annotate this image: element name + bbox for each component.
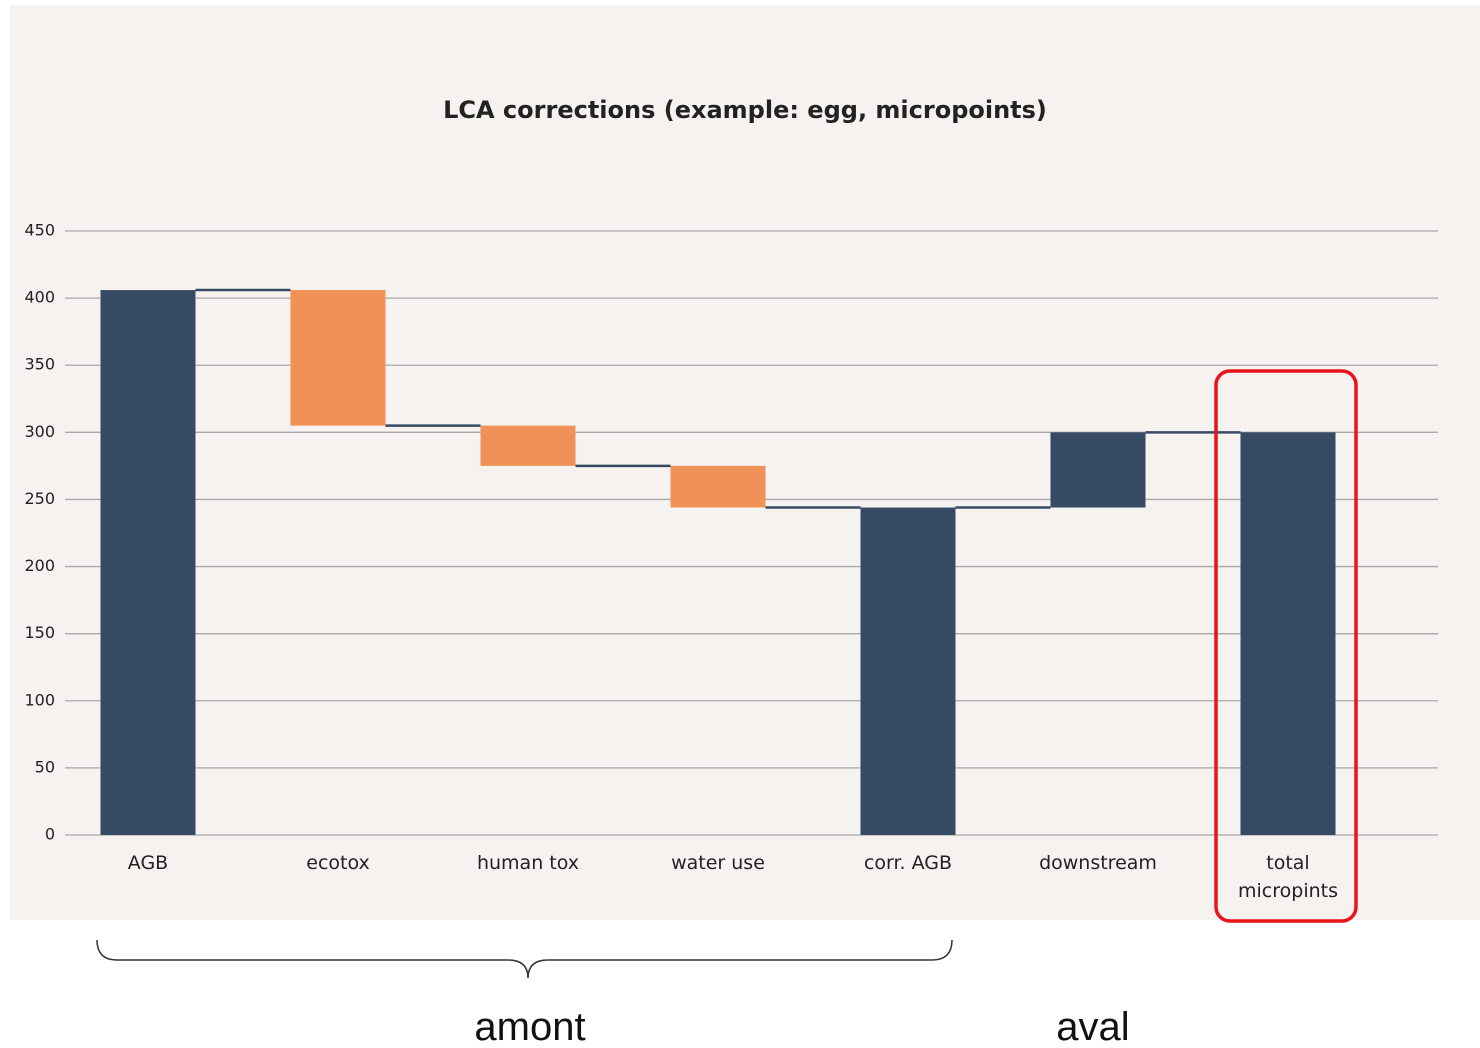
x-tick-label: corr. AGB — [863, 852, 953, 874]
bar — [100, 290, 196, 836]
highlight-box — [1214, 369, 1358, 923]
y-tick-label: 0 — [45, 825, 55, 844]
y-tick-label: 350 — [24, 355, 55, 374]
annotation: aval — [1056, 1005, 1130, 1048]
x-tick-label: downstream — [1039, 852, 1157, 874]
x-tick-label: water use — [671, 852, 765, 874]
x-tick-label: human tox — [476, 852, 580, 874]
bar — [860, 507, 956, 835]
y-tick-label: 300 — [24, 422, 55, 441]
y-tick-label: 400 — [24, 288, 55, 307]
bar — [1240, 432, 1336, 835]
x-tick-label: AGB — [127, 852, 169, 874]
chart-title: LCA corrections (example: egg, micropoin… — [443, 96, 1047, 124]
x-tick-label: total micropints — [1238, 852, 1338, 902]
bar — [290, 290, 386, 426]
bar — [670, 465, 766, 508]
y-tick-label: 50 — [35, 757, 55, 776]
bars — [100, 288, 1336, 836]
bar — [1050, 432, 1146, 508]
y-tick-label: 200 — [24, 556, 55, 575]
y-tick-label: 100 — [24, 690, 55, 709]
y-tick-label: 450 — [24, 221, 55, 240]
y-tick-label: 150 — [24, 623, 55, 642]
bar — [480, 425, 576, 466]
brace — [96, 939, 953, 979]
x-tick-label: ecotox — [306, 852, 370, 874]
annotation: amont — [474, 1005, 586, 1048]
y-tick-label: 250 — [24, 489, 55, 508]
